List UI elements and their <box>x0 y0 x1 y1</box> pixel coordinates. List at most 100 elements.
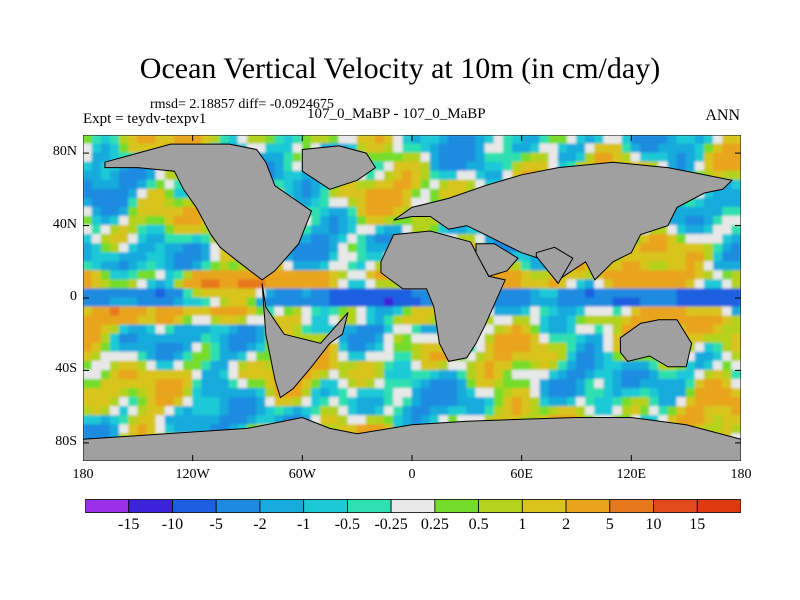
ocean-cell <box>530 388 541 399</box>
ocean-cell <box>164 261 175 272</box>
ocean-cell <box>265 388 276 399</box>
ocean-cell <box>183 225 194 236</box>
ocean-cell <box>585 397 596 408</box>
ocean-cell <box>649 297 660 308</box>
ocean-cell <box>228 306 239 317</box>
ocean-cell <box>566 324 577 335</box>
ocean-cell <box>603 379 614 390</box>
ocean-cell <box>119 261 130 272</box>
ocean-cell <box>539 351 550 362</box>
ocean-cell <box>237 315 248 326</box>
ocean-cell <box>210 279 221 290</box>
ocean-cell <box>356 424 367 435</box>
ocean-cell <box>585 152 596 163</box>
ocean-cell <box>493 306 504 317</box>
ocean-cell <box>274 415 285 426</box>
ocean-cell <box>301 406 312 417</box>
ocean-cell <box>109 179 121 190</box>
ocean-cell <box>83 170 93 181</box>
ocean-cell <box>621 306 632 317</box>
ocean-cell <box>429 406 440 417</box>
ocean-cell <box>146 288 157 299</box>
ocean-cell <box>146 315 157 326</box>
ocean-cell <box>731 179 741 190</box>
ocean-cell <box>429 415 440 426</box>
ocean-cell <box>100 297 111 308</box>
ocean-cell <box>457 369 468 380</box>
ocean-cell <box>183 306 194 317</box>
ocean-cell <box>365 306 376 317</box>
ocean-cell <box>201 270 212 281</box>
ocean-cell <box>310 252 322 263</box>
ocean-cell <box>91 170 102 181</box>
ocean-cell <box>329 252 340 263</box>
ocean-cell <box>137 288 148 299</box>
ocean-cell <box>731 333 741 344</box>
ocean-cell <box>146 369 157 380</box>
ocean-cell <box>612 360 623 371</box>
ocean-cell <box>466 152 477 163</box>
ocean-cell <box>219 406 230 417</box>
ocean-cell <box>676 225 687 236</box>
ocean-cell <box>210 288 221 299</box>
colorbar-label: 1 <box>518 516 527 533</box>
ocean-cell <box>576 360 587 371</box>
ocean-cell <box>210 135 221 145</box>
ocean-cell <box>512 143 523 154</box>
ocean-cell <box>83 143 93 154</box>
ocean-cell <box>685 143 696 154</box>
ocean-cell <box>237 379 248 390</box>
ocean-cell <box>329 135 340 145</box>
ocean-cell <box>137 379 148 390</box>
ocean-cell <box>91 188 102 199</box>
ocean-cell <box>484 406 495 417</box>
ocean-cell <box>192 261 203 272</box>
ocean-cell <box>548 379 559 390</box>
ocean-cell <box>438 135 450 145</box>
ocean-cell <box>594 152 605 163</box>
ocean-cell <box>247 270 258 281</box>
ocean-cell <box>119 206 130 217</box>
ocean-cell <box>703 206 715 217</box>
ocean-cell <box>374 288 386 299</box>
ocean-cell <box>448 188 459 199</box>
ocean-cell <box>320 206 331 217</box>
ocean-cell <box>429 315 440 326</box>
ocean-cell <box>164 306 175 317</box>
ocean-cell <box>639 279 651 290</box>
ocean-cell <box>301 279 312 290</box>
ocean-cell <box>192 252 203 263</box>
ocean-cell <box>301 306 312 317</box>
ocean-cell <box>83 397 93 408</box>
ocean-cell <box>621 315 632 326</box>
ocean-cell <box>356 288 367 299</box>
ocean-cell <box>173 333 185 344</box>
ocean-cell <box>530 306 541 317</box>
ocean-cell <box>694 351 705 362</box>
ocean-cell <box>731 342 741 353</box>
ocean-cell <box>210 369 221 380</box>
ocean-cell <box>329 342 340 353</box>
ocean-cell <box>173 369 185 380</box>
ocean-cell <box>292 188 303 199</box>
ocean-cell <box>521 135 532 145</box>
ocean-cell <box>274 161 285 172</box>
ocean-cell <box>639 152 651 163</box>
ocean-cell <box>119 288 130 299</box>
ocean-cell <box>539 379 550 390</box>
experiment-label: Expt = teydv-texpv1 <box>83 111 207 127</box>
ocean-cell <box>676 135 687 145</box>
ocean-cell <box>164 288 175 299</box>
ocean-cell <box>338 206 349 217</box>
ocean-cell <box>173 225 185 236</box>
ocean-cell <box>639 243 651 254</box>
ocean-cell <box>502 297 514 308</box>
ocean-cell <box>713 261 724 272</box>
ocean-cell <box>612 279 623 290</box>
ocean-cell <box>320 388 331 399</box>
ocean-cell <box>448 379 459 390</box>
ocean-cell <box>201 279 212 290</box>
ocean-cell <box>192 342 203 353</box>
ocean-cell <box>109 216 121 227</box>
ocean-cell <box>374 406 386 417</box>
